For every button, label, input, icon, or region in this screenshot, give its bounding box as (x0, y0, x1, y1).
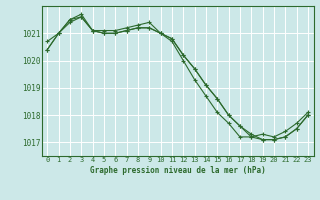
X-axis label: Graphe pression niveau de la mer (hPa): Graphe pression niveau de la mer (hPa) (90, 166, 266, 175)
